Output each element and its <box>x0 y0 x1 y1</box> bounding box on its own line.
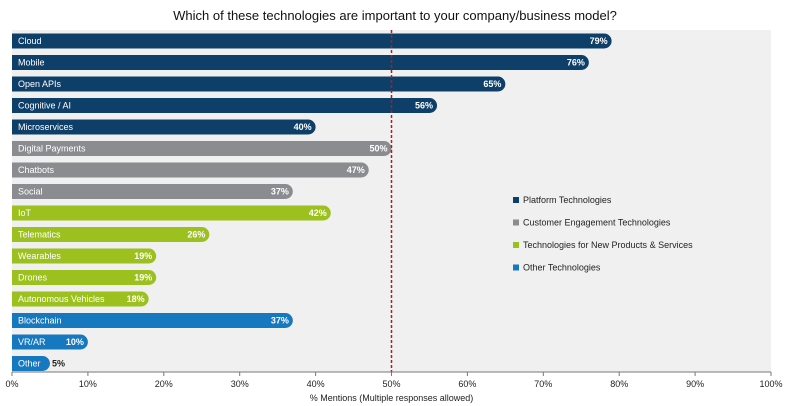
legend: Platform Technologies Customer Engagement… <box>513 195 693 273</box>
bar-row: Telematics 26% <box>12 227 210 242</box>
bars-group: Cloud 79% Mobile 76% Open APIs 65% Cognitive /… <box>12 33 612 371</box>
bar <box>12 184 293 199</box>
bar-row: Other 5% <box>12 356 65 371</box>
bar-value-label: 40% <box>294 122 312 132</box>
bar-value-label: 42% <box>309 208 327 218</box>
bar <box>12 55 589 70</box>
legend-swatch <box>513 197 519 203</box>
bar <box>12 141 392 156</box>
bar-category-label: VR/AR <box>18 337 46 347</box>
bar-category-label: Mobile <box>18 58 45 68</box>
bar <box>12 248 157 264</box>
legend-entry: Customer Engagement Technologies <box>523 218 671 228</box>
bar <box>12 356 50 371</box>
bar-value-label: 56% <box>415 101 433 111</box>
x-tick-label: 100% <box>759 379 782 389</box>
bar-value-label: 37% <box>271 316 289 326</box>
bar-row: Mobile 76% <box>12 55 589 70</box>
bar-value-label: 37% <box>271 187 289 197</box>
legend-swatch <box>513 264 519 271</box>
bar-value-label: 65% <box>483 79 501 89</box>
bar-category-label: Wearables <box>18 251 61 261</box>
bar-category-label: Microservices <box>18 122 74 132</box>
bar-category-label: Blockchain <box>18 316 62 326</box>
x-axis-ticks: 0% 10% 20% 30% 40% 50% 60% 70% 80% 90% 100% <box>5 372 783 389</box>
bar-row: Digital Payments 50% <box>12 141 392 156</box>
bar-value-label: 79% <box>590 36 608 46</box>
bar-category-label: Drones <box>18 273 48 283</box>
x-tick-label: 40% <box>307 379 325 389</box>
bar-row: Cloud 79% <box>12 33 612 49</box>
bar <box>12 33 612 49</box>
bar-row: VR/AR 10% <box>12 334 88 350</box>
bar-category-label: Social <box>18 187 43 197</box>
bar-row: Open APIs 65% <box>12 76 506 92</box>
bar-row: Wearables 19% <box>12 248 157 264</box>
bar <box>12 291 149 307</box>
bar <box>12 270 157 285</box>
x-tick-label: 10% <box>79 379 97 389</box>
bar <box>12 227 210 242</box>
bar-row: Drones 19% <box>12 270 157 285</box>
bar <box>12 334 88 350</box>
legend-entry: Other Technologies <box>523 263 601 273</box>
bar-value-label: 19% <box>134 273 152 283</box>
x-tick-label: 80% <box>610 379 628 389</box>
bar-category-label: Cognitive / AI <box>18 101 71 111</box>
x-tick-label: 20% <box>155 379 173 389</box>
bar-category-label: Telematics <box>18 230 61 240</box>
bar-category-label: Open APIs <box>18 79 62 89</box>
x-tick-label: 90% <box>686 379 704 389</box>
bar-value-label: 18% <box>127 294 145 304</box>
bar-row: Microservices 40% <box>12 119 316 135</box>
bar-value-label: 47% <box>347 165 365 175</box>
bar-row: Blockchain 37% <box>12 313 293 328</box>
legend-swatch <box>513 242 519 248</box>
bar-category-label: Cloud <box>18 36 42 46</box>
chart-title: Which of these technologies are importan… <box>173 8 617 23</box>
bar <box>12 76 506 92</box>
bar-row: Autonomous Vehicles 18% <box>12 291 149 307</box>
bar-category-label: Chatbots <box>18 165 55 175</box>
bar-value-label: 26% <box>187 230 205 240</box>
x-tick-label: 70% <box>534 379 552 389</box>
bar-value-label: 5% <box>52 359 65 369</box>
bar-category-label: Other <box>18 359 41 369</box>
legend-entry: Platform Technologies <box>523 195 612 205</box>
x-tick-label: 30% <box>231 379 249 389</box>
x-tick-label: 60% <box>458 379 476 389</box>
legend-swatch <box>513 219 519 226</box>
bar-row: IoT 42% <box>12 205 331 221</box>
bar <box>12 98 438 113</box>
bar <box>12 313 293 328</box>
bar-category-label: IoT <box>18 208 32 218</box>
bar-category-label: Digital Payments <box>18 144 86 154</box>
bar <box>12 205 331 221</box>
bar-value-label: 19% <box>134 251 152 261</box>
bar-row: Chatbots 47% <box>12 162 369 178</box>
bar-row: Social 37% <box>12 184 293 199</box>
bar-value-label: 76% <box>567 58 585 68</box>
bar-value-label: 50% <box>369 144 387 154</box>
bar-value-label: 10% <box>66 337 84 347</box>
bar <box>12 119 316 135</box>
bar <box>12 162 369 178</box>
bar-row: Cognitive / AI 56% <box>12 98 438 113</box>
x-axis-label: % Mentions (Multiple responses allowed) <box>310 393 474 403</box>
x-tick-label: 0% <box>5 379 18 389</box>
legend-entry: Technologies for New Products & Services <box>523 240 693 250</box>
x-tick-label: 50% <box>382 379 400 389</box>
bar-category-label: Autonomous Vehicles <box>18 294 105 304</box>
